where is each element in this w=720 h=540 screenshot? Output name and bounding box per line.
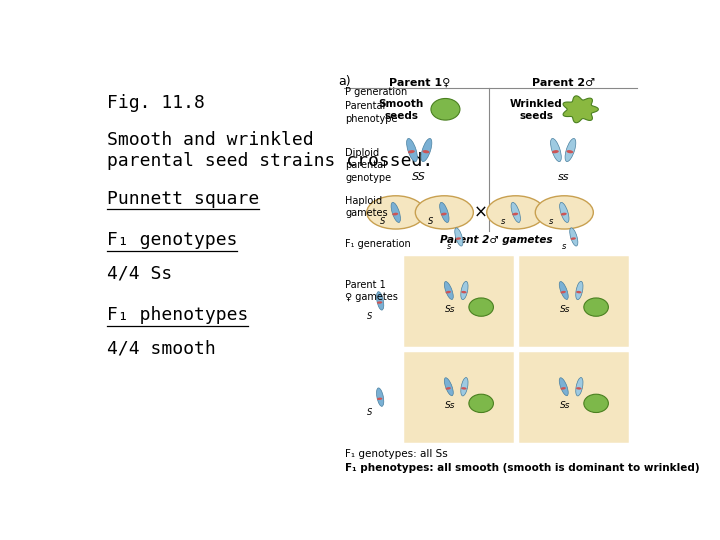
Text: s: s xyxy=(562,242,566,251)
Ellipse shape xyxy=(444,281,454,300)
Ellipse shape xyxy=(415,196,473,229)
Circle shape xyxy=(584,298,608,316)
Ellipse shape xyxy=(570,228,578,246)
Ellipse shape xyxy=(446,387,451,390)
Ellipse shape xyxy=(446,291,451,293)
Text: Haploid
gametes: Haploid gametes xyxy=(345,196,387,218)
Text: Ss: Ss xyxy=(445,305,456,314)
Text: Parent 2♂ gametes: Parent 2♂ gametes xyxy=(440,235,552,245)
Ellipse shape xyxy=(366,196,425,229)
Ellipse shape xyxy=(441,213,446,215)
Text: Smooth and wrinkled
parental seed strains crossed.: Smooth and wrinkled parental seed strain… xyxy=(107,131,433,170)
Ellipse shape xyxy=(377,397,382,400)
Circle shape xyxy=(431,98,460,120)
Text: s: s xyxy=(549,217,554,226)
Text: 4/4 smooth: 4/4 smooth xyxy=(107,339,215,357)
Text: Ss: Ss xyxy=(445,401,456,410)
Text: Parent 1♀: Parent 1♀ xyxy=(389,78,450,87)
Ellipse shape xyxy=(567,150,573,153)
Text: P generation: P generation xyxy=(345,87,408,97)
FancyBboxPatch shape xyxy=(518,350,630,444)
Ellipse shape xyxy=(570,238,576,240)
Ellipse shape xyxy=(444,378,454,396)
Ellipse shape xyxy=(512,213,518,215)
Ellipse shape xyxy=(408,150,415,153)
Ellipse shape xyxy=(576,377,583,396)
Ellipse shape xyxy=(511,202,521,222)
Ellipse shape xyxy=(461,291,467,293)
Ellipse shape xyxy=(576,281,583,300)
Text: Wrinkled
seeds: Wrinkled seeds xyxy=(510,99,563,122)
Text: F₁ genotypes: all Ss: F₁ genotypes: all Ss xyxy=(345,449,448,458)
Text: Parent 1
♀ gametes: Parent 1 ♀ gametes xyxy=(345,280,398,302)
Ellipse shape xyxy=(391,202,400,222)
Ellipse shape xyxy=(461,377,468,396)
Ellipse shape xyxy=(565,138,576,161)
Circle shape xyxy=(584,394,608,413)
Text: Diploid
parental
genotype: Diploid parental genotype xyxy=(345,148,391,183)
FancyBboxPatch shape xyxy=(518,254,630,348)
Polygon shape xyxy=(563,96,598,123)
Text: S: S xyxy=(367,408,373,417)
Text: S: S xyxy=(367,312,373,321)
Ellipse shape xyxy=(421,138,432,161)
FancyBboxPatch shape xyxy=(402,350,516,444)
Ellipse shape xyxy=(377,301,382,304)
Ellipse shape xyxy=(423,150,429,153)
Text: Ss: Ss xyxy=(560,305,571,314)
Ellipse shape xyxy=(559,281,568,300)
Text: Ss: Ss xyxy=(560,401,571,410)
Text: ss: ss xyxy=(557,172,569,182)
Ellipse shape xyxy=(392,213,398,215)
Ellipse shape xyxy=(377,388,384,406)
Ellipse shape xyxy=(560,387,566,390)
Ellipse shape xyxy=(552,150,559,153)
Circle shape xyxy=(469,298,493,316)
Text: a): a) xyxy=(338,75,351,88)
Ellipse shape xyxy=(561,213,567,215)
Circle shape xyxy=(469,394,493,413)
Text: Smooth
seeds: Smooth seeds xyxy=(379,99,424,122)
Text: F₁ phenotypes: all smooth (smooth is dominant to wrinkled): F₁ phenotypes: all smooth (smooth is dom… xyxy=(345,463,700,473)
Ellipse shape xyxy=(440,202,449,222)
Ellipse shape xyxy=(407,138,418,161)
Text: F₁ phenotypes: F₁ phenotypes xyxy=(107,306,248,324)
FancyBboxPatch shape xyxy=(402,254,516,348)
Text: S: S xyxy=(379,217,385,226)
Text: s: s xyxy=(446,242,451,251)
Text: Fig. 11.8: Fig. 11.8 xyxy=(107,94,204,112)
Text: F₁ genotypes: F₁ genotypes xyxy=(107,231,238,249)
Ellipse shape xyxy=(559,378,568,396)
Ellipse shape xyxy=(559,202,569,222)
Ellipse shape xyxy=(576,387,582,390)
Ellipse shape xyxy=(377,292,384,310)
Ellipse shape xyxy=(487,196,545,229)
Text: 4/4 Ss: 4/4 Ss xyxy=(107,265,172,282)
Ellipse shape xyxy=(456,238,461,240)
Text: S: S xyxy=(428,217,433,226)
Text: F₁ generation: F₁ generation xyxy=(345,239,410,249)
Text: Parent 2♂: Parent 2♂ xyxy=(531,78,595,87)
Text: ×: × xyxy=(474,204,487,221)
Ellipse shape xyxy=(535,196,593,229)
Text: s: s xyxy=(500,217,505,226)
Text: SS: SS xyxy=(413,172,426,182)
Ellipse shape xyxy=(455,228,463,246)
Ellipse shape xyxy=(576,291,582,293)
Text: Parental
phenotype: Parental phenotype xyxy=(345,102,397,124)
Ellipse shape xyxy=(560,291,566,293)
Ellipse shape xyxy=(461,281,468,300)
Ellipse shape xyxy=(461,387,467,390)
Ellipse shape xyxy=(551,138,562,161)
Text: Punnett square: Punnett square xyxy=(107,190,259,207)
